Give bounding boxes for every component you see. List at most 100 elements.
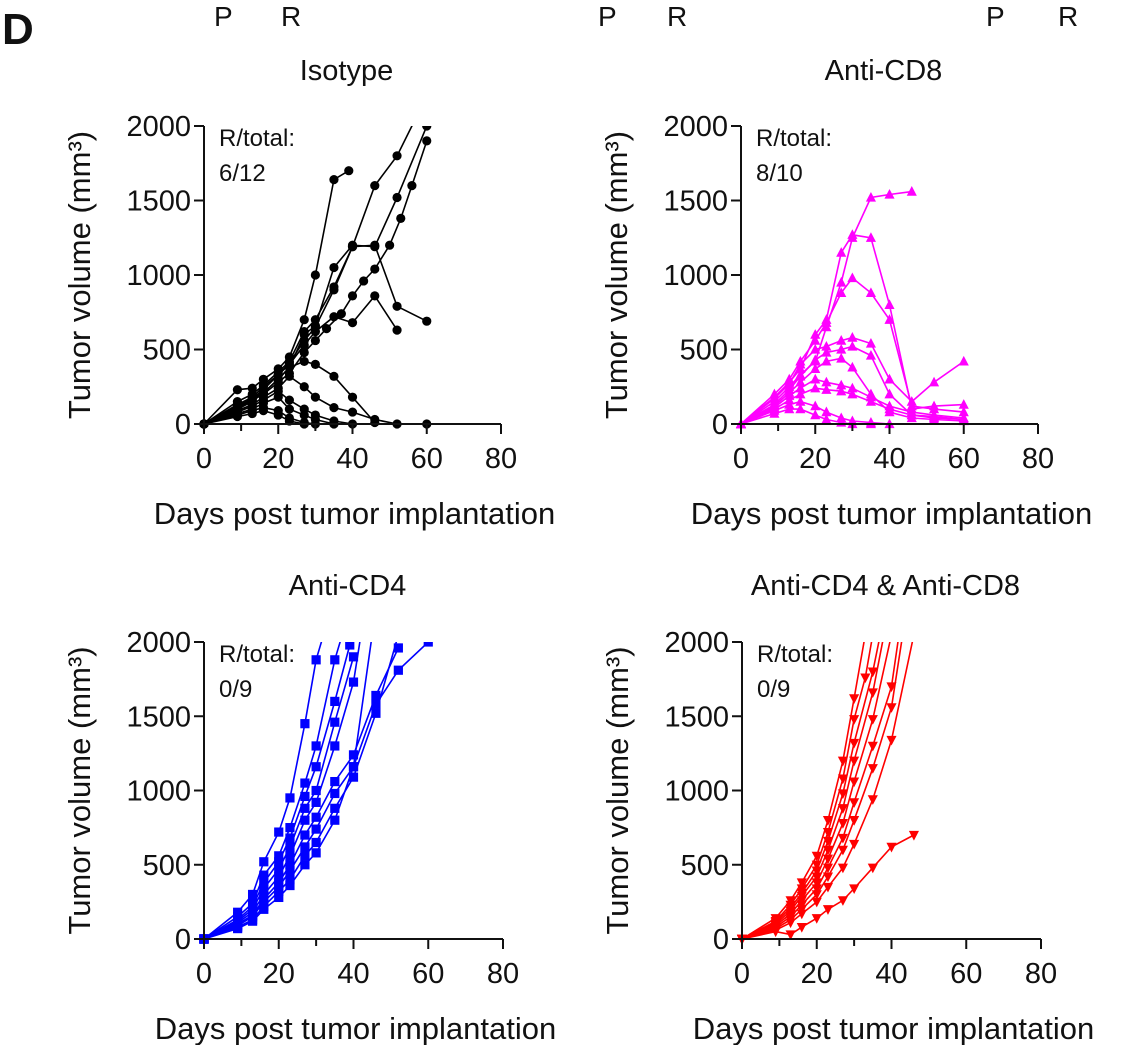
data-point [836,379,847,390]
data-point [849,738,860,749]
data-point [300,803,310,813]
data-point [274,827,284,837]
data-point [836,335,847,345]
plot-area [735,186,969,429]
data-point [886,842,897,853]
x-axis-label: Days post tumor implantation [691,496,1092,531]
x-tick-label: 40 [337,958,369,990]
x-tick-label: 20 [263,958,295,990]
data-point [849,798,860,808]
data-point [795,358,806,369]
data-point [284,362,294,372]
series-line [741,642,880,940]
x-tick-label: 20 [799,443,831,475]
data-point [299,410,309,420]
data-point [837,774,848,785]
data-point [336,309,346,319]
data-point [285,851,295,861]
data-point [837,833,848,844]
annotation-label: R/total: [756,125,832,152]
data-point [769,393,780,403]
series-line [741,642,891,940]
data-point [811,872,822,883]
data-point [329,403,339,413]
data-point [785,918,796,929]
data-point [347,318,358,328]
data-point [865,349,876,360]
chart-anti-cd8: Anti-CD8 0 500 1000 1500 2000 0 20 40 60 80 Days po… [599,55,1092,531]
data-point [259,857,269,867]
data-point [836,287,847,298]
data-point [886,703,897,713]
data-point [233,924,243,934]
data-point [232,385,243,395]
data-point [867,715,878,725]
data-point [330,788,340,799]
data-point [422,136,432,146]
data-point [259,870,269,880]
data-point [232,411,243,422]
data-point [795,370,806,381]
data-point [865,232,876,242]
data-point [822,905,834,915]
data-point [330,696,340,706]
data-point [867,741,878,752]
data-point [796,922,807,933]
data-point [330,741,340,751]
data-point [865,338,876,348]
data-point [348,677,359,687]
annotation-value: 8/10 [756,160,803,187]
x-tick-label: 80 [485,443,517,475]
data-point [299,356,309,367]
x-tick-label: 40 [875,958,907,990]
data-point [347,392,358,402]
data-point [371,699,381,709]
data-point [330,776,340,787]
data-point [849,756,860,767]
data-point [329,262,339,273]
data-point [821,376,832,387]
y-tick-label: 1500 [663,186,728,218]
data-point [329,371,339,381]
data-point [795,376,806,387]
data-point [837,756,848,767]
data-point [300,860,310,870]
y-tick-label: 1000 [663,260,728,292]
data-point [247,916,258,926]
data-point [359,276,369,286]
data-point [849,839,860,850]
annotation-label: R/total: [219,641,295,668]
data-point [330,803,340,813]
chart-title: Anti-CD4 [289,570,407,602]
annotation-value: 0/9 [219,676,252,703]
data-point [285,833,295,843]
data-point [884,299,895,309]
data-point [821,355,832,366]
data-point [847,272,858,283]
chart-title: Anti-CD4 & Anti-CD8 [751,570,1020,602]
data-point [247,889,258,900]
data-point [837,845,848,856]
chart-title: Anti-CD8 [825,55,943,87]
data-point [423,642,433,647]
x-tick-label: 20 [262,443,294,475]
annotation-label: R/total: [757,641,833,668]
data-point [847,388,858,399]
chart-title: Isotype [300,55,394,87]
data-point [847,341,858,351]
data-point [299,382,309,392]
data-point [865,287,876,298]
data-point [311,655,321,665]
y-axis-label: Tumor volume (mm³) [62,131,97,419]
data-point [310,335,320,346]
data-point [867,795,878,805]
series-line [203,126,413,425]
annotation-value: 6/12 [219,160,266,187]
data-point [259,883,269,894]
data-point [311,812,321,822]
data-point [836,276,847,287]
data-point [392,301,402,311]
y-tick-label: 1500 [126,186,191,218]
data-point [274,864,284,874]
data-point [795,382,806,393]
